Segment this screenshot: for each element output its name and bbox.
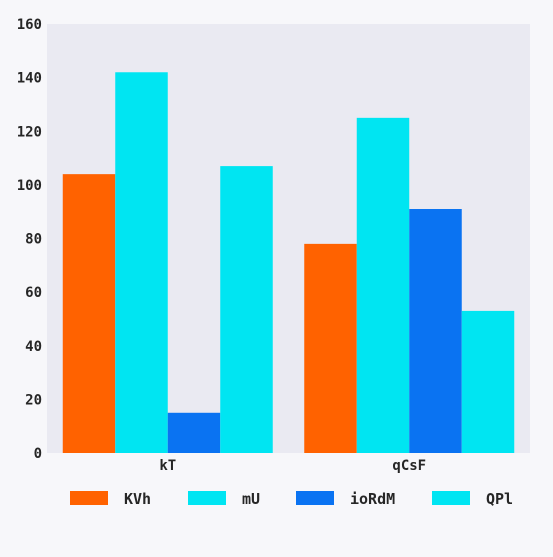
y-tick-label: 80	[25, 232, 42, 248]
bar-mU-qCsF	[356, 117, 410, 453]
legend-swatch-KVh	[70, 491, 108, 505]
bar-QPl-qCsF	[461, 310, 515, 453]
y-axis: 0 20 40 60 80 100 120 140 160	[17, 17, 42, 462]
y-tick-label: 140	[17, 71, 42, 87]
legend: KVh mU ioRdM QPl	[70, 490, 513, 508]
y-tick-label: 120	[17, 124, 42, 140]
x-tick-label: kT	[159, 458, 176, 474]
legend-label: KVh	[124, 490, 151, 508]
y-tick-label: 100	[17, 178, 42, 194]
bar-mU-kT	[115, 72, 168, 453]
bar-ioRdM-qCsF	[409, 209, 462, 453]
legend-swatch-ioRdM	[296, 491, 334, 505]
y-tick-label: 0	[34, 446, 42, 462]
x-axis: kT qCsF	[159, 458, 426, 474]
y-tick-label: 20	[25, 392, 42, 408]
legend-label: QPl	[486, 490, 513, 508]
y-tick-label: 160	[17, 17, 42, 33]
y-tick-label: 60	[25, 285, 42, 301]
legend-swatch-mU	[188, 491, 226, 505]
legend-label: mU	[242, 490, 260, 508]
legend-swatch-QPl	[432, 491, 470, 505]
y-tick-label: 40	[25, 339, 42, 355]
bar-KVh-kT	[62, 174, 116, 453]
bar-QPl-kT	[220, 166, 273, 453]
x-tick-label: qCsF	[392, 458, 426, 474]
bar-ioRdM-kT	[167, 412, 221, 453]
legend-label: ioRdM	[350, 490, 395, 508]
bars-group	[62, 72, 515, 453]
bar-KVh-qCsF	[304, 243, 357, 453]
